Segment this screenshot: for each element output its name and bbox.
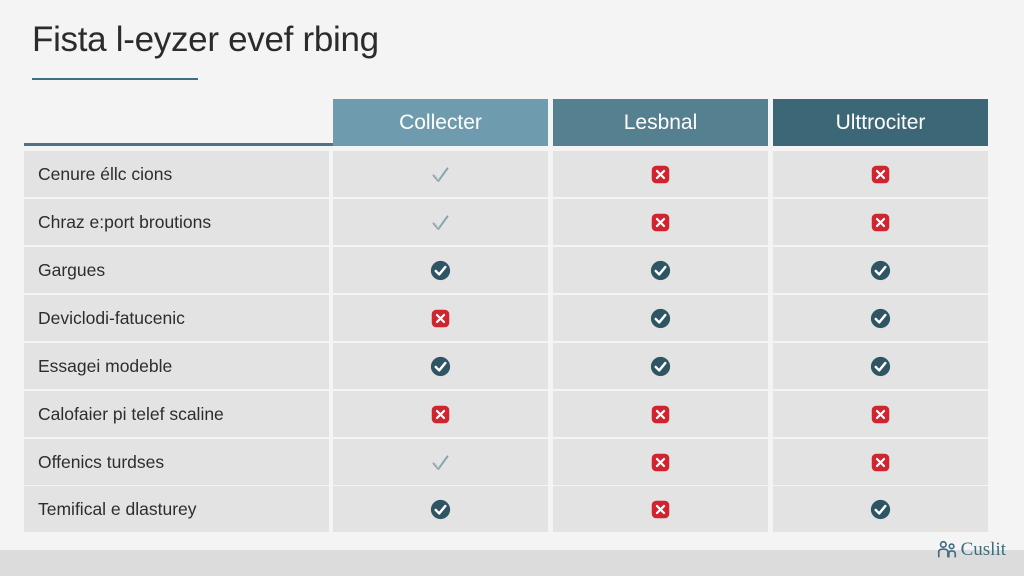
table-row: Deviclodi-fatucenic — [0, 295, 1024, 341]
cross-square-icon — [651, 165, 670, 183]
title-underline — [32, 78, 198, 80]
cross-square-icon — [431, 405, 450, 423]
mark-cell — [333, 199, 548, 245]
feature-label: Temifical e dlasturey — [38, 498, 197, 519]
mark-cell — [333, 391, 548, 437]
cross-square-icon — [431, 309, 450, 327]
table-row: Gargues — [0, 247, 1024, 293]
page-title: Fista l-eyzer evef rbing — [32, 20, 379, 59]
check-circle-icon — [650, 356, 671, 376]
feature-label: Essagei modeble — [38, 355, 173, 376]
check-outline-icon — [432, 454, 449, 470]
check-circle-icon — [870, 308, 891, 328]
feature-label: Offenics turdses — [38, 451, 165, 472]
mark-cell — [333, 247, 548, 293]
table-row: Temifical e dlasturey — [0, 486, 1024, 532]
mark-cell — [333, 151, 548, 197]
table-row: Calofaier pi telef scaline — [0, 391, 1024, 437]
mark-cell — [553, 247, 768, 293]
cross-square-icon — [651, 500, 670, 518]
mark-cell — [553, 439, 768, 485]
mark-cell — [553, 199, 768, 245]
check-circle-icon — [430, 356, 451, 376]
feature-cell: Offenics turdses — [24, 439, 329, 485]
mark-cell — [553, 486, 768, 532]
mark-cell — [333, 439, 548, 485]
brand-logo: Cuslit — [936, 539, 1006, 561]
mark-cell — [333, 343, 548, 389]
table-row: Cenure éllc cions — [0, 151, 1024, 197]
check-circle-icon — [650, 260, 671, 280]
cross-square-icon — [871, 213, 890, 231]
column-header-ulttrociter: Ulttrociter — [773, 99, 988, 146]
mark-cell — [333, 486, 548, 532]
cross-square-icon — [651, 405, 670, 423]
mark-cell — [773, 151, 988, 197]
feature-cell: Deviclodi-fatucenic — [24, 295, 329, 341]
feature-cell: Essagei modeble — [24, 343, 329, 389]
check-circle-icon — [870, 260, 891, 280]
mark-cell — [333, 295, 548, 341]
check-circle-icon — [430, 260, 451, 280]
mark-cell — [553, 343, 768, 389]
check-circle-icon — [650, 308, 671, 328]
cross-square-icon — [651, 453, 670, 471]
check-outline-icon — [432, 214, 449, 230]
mark-cell — [553, 295, 768, 341]
mark-cell — [553, 151, 768, 197]
people-icon — [937, 540, 956, 558]
mark-cell — [773, 439, 988, 485]
mark-cell — [773, 486, 988, 532]
feature-cell: Calofaier pi telef scaline — [24, 391, 329, 437]
mark-cell — [773, 247, 988, 293]
feature-cell: Temifical e dlasturey — [24, 486, 329, 532]
table-row: Offenics turdses — [0, 439, 1024, 485]
cross-square-icon — [871, 405, 890, 423]
table-row: Chraz e:port broutions — [0, 199, 1024, 245]
header-divider — [24, 143, 333, 146]
check-circle-icon — [870, 356, 891, 376]
footer-band — [0, 550, 1024, 576]
mark-cell — [773, 391, 988, 437]
cross-square-icon — [651, 213, 670, 231]
table-row: Essagei modeble — [0, 343, 1024, 389]
feature-cell: Cenure éllc cions — [24, 151, 329, 197]
feature-cell: Chraz e:port broutions — [24, 199, 329, 245]
check-circle-icon — [430, 499, 451, 519]
mark-cell — [773, 199, 988, 245]
brand-name: Cuslit — [960, 539, 1006, 560]
feature-label: Calofaier pi telef scaline — [38, 403, 224, 424]
feature-label: Deviclodi-fatucenic — [38, 307, 185, 328]
feature-cell: Gargues — [24, 247, 329, 293]
mark-cell — [553, 391, 768, 437]
check-circle-icon — [870, 499, 891, 519]
check-outline-icon — [432, 166, 449, 182]
column-header-lesbnal: Lesbnal — [553, 99, 768, 146]
feature-label: Chraz e:port broutions — [38, 211, 212, 232]
cross-square-icon — [871, 453, 890, 471]
feature-label: Gargues — [38, 259, 106, 280]
mark-cell — [773, 295, 988, 341]
mark-cell — [773, 343, 988, 389]
feature-label: Cenure éllc cions — [38, 163, 173, 184]
column-header-collecter: Collecter — [333, 99, 548, 146]
cross-square-icon — [871, 165, 890, 183]
